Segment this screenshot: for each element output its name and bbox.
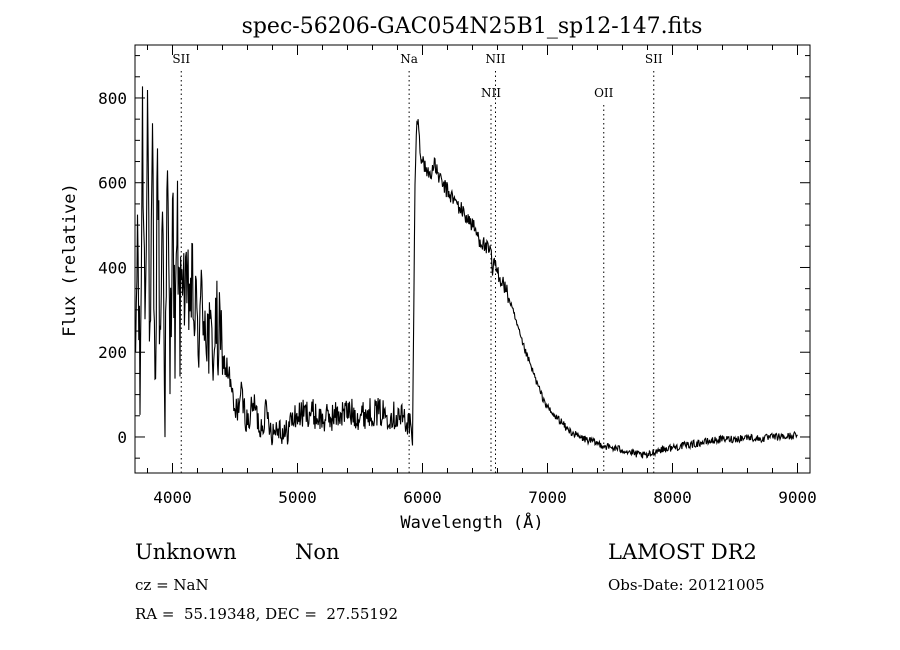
x-tick-label: 4000 — [153, 488, 192, 507]
x-tick-label: 6000 — [403, 488, 442, 507]
x-axis-label: Wavelength (Å) — [400, 511, 543, 533]
x-tick-label: 9000 — [778, 488, 817, 507]
y-tick-label: 800 — [98, 89, 127, 108]
obs-date: Obs-Date: 20121005 — [608, 576, 765, 594]
tick-labels: 4000 5000 6000 7000 8000 9000 0 200 400 600 800 — [98, 89, 817, 507]
plot-frame — [134, 44, 811, 474]
series-line — [134, 86, 798, 459]
object-class: Unknown — [135, 540, 237, 564]
line-marker-label: OII — [594, 86, 614, 100]
y-tick-label: 400 — [98, 258, 127, 277]
chart-title: spec-56206-GAC054N25B1_sp12-147.fits — [242, 14, 703, 39]
y-axis-label: Flux (relative) — [60, 183, 80, 337]
y-tick-label: 200 — [98, 343, 127, 362]
y-tick-label: 600 — [98, 174, 127, 193]
line-marker-label: NII — [486, 52, 506, 66]
line-marker-label: Na — [400, 52, 418, 66]
line-marker-label: SII — [172, 52, 190, 66]
x-tick-label: 8000 — [653, 488, 692, 507]
line-marker-label: NII — [481, 86, 501, 100]
redshift-readout: cz = NaN — [135, 576, 209, 594]
x-tick-label: 7000 — [528, 488, 567, 507]
coordinates: RA = 55.19348, DEC = 27.55192 — [135, 605, 399, 623]
emission-line-markers: SII Na NII NII OII SII — [172, 52, 663, 473]
y-tick-label: 0 — [117, 428, 127, 447]
object-subclass: Non — [295, 540, 340, 564]
line-marker-label: SII — [645, 52, 663, 66]
x-tick-label: 5000 — [278, 488, 317, 507]
survey-name: LAMOST DR2 — [608, 540, 757, 564]
